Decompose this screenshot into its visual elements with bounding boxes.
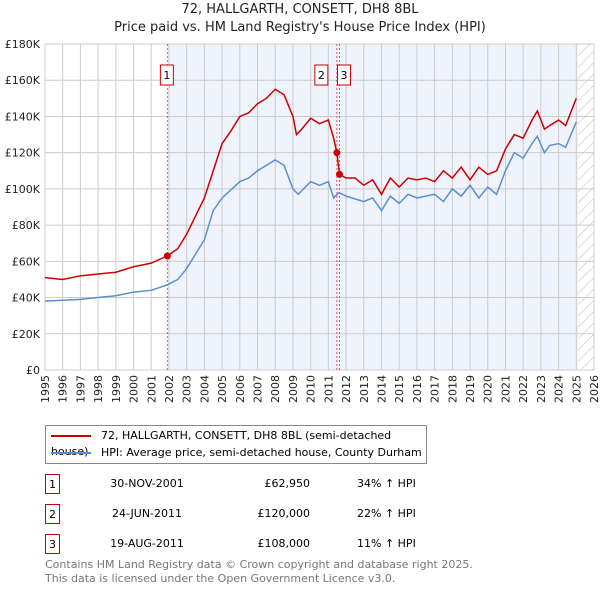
sale-date: 19-AUG-2011: [110, 537, 184, 550]
x-tick-label: 2024: [553, 375, 566, 403]
sale-row: 3 19-AUG-2011 £108,000 11% ↑ HPI: [45, 534, 445, 554]
x-tick-label: 2007: [252, 375, 265, 403]
x-tick-label: 2017: [429, 375, 442, 403]
sale-label-box: [337, 64, 352, 86]
x-tick-label: 2012: [340, 375, 353, 403]
legend-swatch-red: [51, 435, 91, 437]
y-tick-label: £20K: [12, 328, 41, 341]
x-tick-label: 1997: [74, 375, 87, 403]
footer-copyright: Contains HM Land Registry data © Crown c…: [45, 558, 473, 571]
sale-hpi: 34% ↑ HPI: [357, 477, 416, 490]
y-tick-label: £180K: [5, 38, 41, 51]
x-tick-label: 2002: [163, 375, 176, 403]
x-tick-label: 2020: [482, 375, 495, 403]
x-tick-label: 2018: [446, 375, 459, 403]
sale-row: 2 24-JUN-2011 £120,000 22% ↑ HPI: [45, 504, 445, 524]
y-tick-label: £0: [26, 364, 40, 377]
y-tick-label: £160K: [5, 74, 41, 87]
sale-point: [163, 252, 171, 260]
sale-point: [336, 170, 344, 178]
x-tick-label: 2022: [517, 375, 530, 403]
sale-hpi: 11% ↑ HPI: [357, 537, 416, 550]
shaded-region: [167, 44, 579, 370]
legend-label: 72, HALLGARTH, CONSETT, DH8 8BL (semi-de…: [51, 429, 392, 458]
legend-item-property: 72, HALLGARTH, CONSETT, DH8 8BL (semi-de…: [51, 428, 426, 458]
sale-label: 2: [318, 69, 325, 82]
x-tick-label: 2003: [181, 375, 194, 403]
sale-hpi: 22% ↑ HPI: [357, 507, 416, 520]
x-tick-label: 1995: [39, 375, 52, 403]
x-tick-label: 1998: [92, 375, 105, 403]
sale-row: 1 30-NOV-2001 £62,950 34% ↑ HPI: [45, 474, 445, 494]
x-tick-label: 2021: [499, 375, 512, 403]
plot-area: 1995 1996 1997 1998 1999 2000 2001 2002 2003 2004…: [5, 38, 600, 403]
x-tick-label: 2025: [570, 375, 583, 403]
x-tick-label: 1996: [57, 375, 70, 403]
sale-marker: 1: [45, 474, 60, 494]
property-price-line: [44, 88, 577, 281]
y-tick-label: £80K: [12, 219, 41, 232]
x-tick-label: 2015: [393, 375, 406, 403]
x-tick-label: 1999: [110, 375, 123, 403]
x-tick-label: 2009: [287, 375, 300, 403]
x-tick-label: 2000: [128, 375, 141, 403]
forecast-hatch: [578, 44, 594, 370]
x-tick-label: 2011: [322, 375, 335, 403]
footer-licence: This data is licensed under the Open Gov…: [45, 572, 396, 585]
x-tick-label: 2005: [216, 375, 229, 403]
sale-marker: 3: [45, 534, 60, 554]
y-tick-label: £140K: [5, 110, 41, 123]
sale-label-box: [314, 64, 329, 86]
sale-label: 1: [163, 69, 170, 82]
legend-item-hpi: HPI: Average price, semi-detached house,…: [51, 445, 422, 461]
y-tick-label: £40K: [12, 292, 41, 305]
chart-title: 72, HALLGARTH, CONSETT, DH8 8BL: [181, 2, 419, 17]
sale-point: [333, 149, 341, 157]
legend-label: HPI: Average price, semi-detached house,…: [101, 446, 422, 459]
y-tick-label: £120K: [5, 147, 41, 160]
y-tick-label: £100K: [5, 183, 41, 196]
x-tick-label: 2006: [234, 375, 247, 403]
sale-price: £120,000: [257, 507, 311, 520]
sale-price: £62,950: [264, 477, 311, 490]
sale-date: 30-NOV-2001: [110, 477, 184, 490]
x-tick-label: 2004: [198, 375, 211, 403]
x-tick-label: 2013: [358, 375, 371, 403]
x-tick-label: 2016: [411, 375, 424, 403]
legend: 72, HALLGARTH, CONSETT, DH8 8BL (semi-de…: [45, 425, 427, 464]
sale-label: 3: [341, 69, 348, 82]
x-tick-label: 2008: [269, 375, 282, 403]
x-tick-label: 2023: [535, 375, 548, 403]
sale-marker: 2: [45, 504, 60, 524]
legend-swatch-blue: [51, 452, 91, 454]
sale-label-box: [159, 64, 174, 86]
x-tick-label: 2001: [145, 375, 158, 403]
x-tick-label: 2026: [588, 375, 600, 403]
x-tick-label: 2014: [375, 375, 388, 403]
sale-date: 24-JUN-2011: [111, 507, 183, 520]
x-tick-label: 2019: [464, 375, 477, 403]
y-tick-label: £60K: [12, 255, 41, 268]
chart-subtitle: Price paid vs. HM Land Registry's House …: [114, 20, 486, 35]
sale-price: £108,000: [257, 537, 311, 550]
hpi-line: [44, 121, 577, 302]
x-tick-label: 2010: [305, 375, 318, 403]
